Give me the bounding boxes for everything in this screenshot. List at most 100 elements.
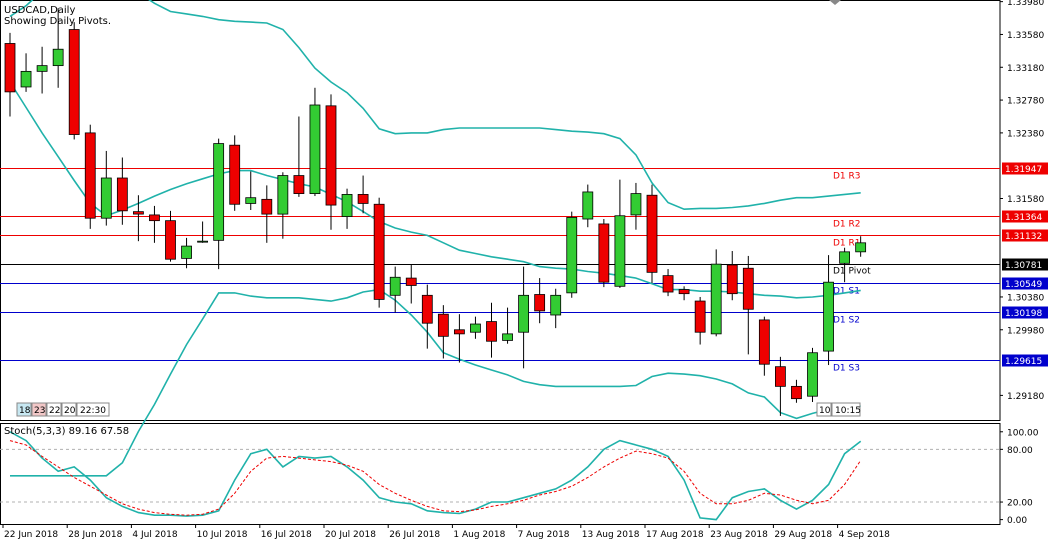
price-tag-box (1002, 354, 1048, 367)
price-tick-label: 1.29980 (1007, 326, 1044, 336)
chart-shift-icon[interactable] (829, 0, 841, 5)
candle-body (309, 104, 321, 194)
stoch-tick-label: 100.00 (1007, 428, 1039, 438)
candle (357, 175, 369, 214)
date-label: 22 Jun 2018 (4, 530, 58, 540)
candle-body (197, 240, 209, 243)
bollinger-lower (10, 288, 861, 477)
price-tag-box (1002, 277, 1048, 290)
date-label: 7 Aug 2018 (518, 530, 570, 540)
time-tag-box (831, 402, 861, 417)
candle (68, 22, 80, 140)
candle-body (36, 65, 48, 72)
stoch-tick-label: 80.00 (1007, 446, 1033, 456)
candle-body (502, 333, 513, 341)
candle-body (341, 194, 353, 217)
date-label: 26 Jul 2018 (389, 530, 440, 540)
candle (4, 32, 16, 117)
price-tag: 1.31364 (1005, 213, 1042, 223)
candle-body (68, 29, 80, 135)
time-tag: 10:15 (835, 406, 861, 416)
candle (453, 314, 465, 363)
candle (132, 195, 144, 242)
candle (309, 87, 321, 197)
date-label: 28 Jun 2018 (68, 530, 122, 540)
price-tick-label: 1.29180 (1007, 392, 1044, 402)
bollinger-bands (9, 0, 861, 477)
price-tag-box (1002, 210, 1048, 223)
candle (325, 94, 337, 230)
date-label: 1 Aug 2018 (453, 530, 505, 540)
candle-body (550, 294, 562, 316)
stochastic-oscillator (0, 431, 1000, 521)
candle-body (181, 245, 192, 259)
price-tick-label: 1.30380 (1007, 293, 1044, 303)
candle (662, 269, 674, 297)
pivot-label: D1 R3 (833, 172, 861, 182)
pivot-label: D1 S2 (833, 316, 860, 326)
candle-body (758, 319, 770, 365)
candle (566, 211, 578, 298)
candle (293, 116, 305, 197)
stoch-pane-border (0, 423, 1001, 525)
price-tag: 1.31132 (1005, 232, 1042, 242)
candle-body (614, 215, 626, 287)
time-tag: 18: (19, 406, 33, 416)
chart-symbol: USDCAD,Daily (4, 5, 75, 16)
price-tag: 1.30198 (1005, 309, 1042, 319)
date-label: 4 Jul 2018 (132, 530, 177, 540)
pivot-levels: D1 R3 D1 R2 D1 R1 D1 Pivot D1 S1 D1 S2 D1 S3 (0, 168, 1000, 374)
time-tag: 10: (819, 406, 833, 416)
candle-body (486, 321, 497, 342)
candle-body (213, 143, 225, 241)
candle-body (678, 289, 690, 295)
candle (261, 185, 273, 243)
price-tick-label: 1.33980 (1007, 0, 1044, 8)
price-tick-label: 1.33180 (1007, 64, 1044, 74)
candle (437, 305, 449, 359)
candle (84, 124, 96, 229)
candle-body (421, 294, 433, 324)
candle-body (855, 242, 867, 253)
candle (389, 266, 401, 313)
price-tag: 1.29615 (1005, 357, 1042, 367)
date-label: 20 Jul 2018 (325, 530, 376, 540)
candle (710, 249, 722, 337)
price-tag: 1.30781 (1005, 261, 1042, 271)
candle-body (582, 191, 594, 220)
pivot-label: D1 Pivot (833, 267, 871, 277)
candle-body (534, 294, 546, 312)
price-tick-label: 1.31580 (1007, 195, 1044, 205)
candle (470, 316, 481, 339)
candle (614, 179, 626, 288)
candle-body (229, 144, 241, 205)
price-tag: 1.30549 (1005, 280, 1042, 290)
date-label: 10 Jul 2018 (197, 530, 248, 540)
candle (791, 379, 802, 403)
candle (277, 172, 289, 239)
candle-body (823, 281, 834, 352)
candle (855, 236, 867, 257)
candle-body (791, 385, 802, 400)
stoch-main-line (9, 431, 862, 521)
price-tag-box (1002, 306, 1048, 319)
candle-body (132, 211, 144, 215)
candle (165, 210, 176, 262)
candle-body (726, 264, 738, 295)
candle (486, 302, 497, 358)
candle-body (807, 352, 818, 397)
candle (758, 316, 770, 376)
candle-body (100, 177, 112, 219)
stoch-label: Stoch(5,3,3) 89.16 67.58 (4, 426, 129, 437)
time-tag: 20: (64, 406, 78, 416)
candle (421, 284, 433, 349)
candle (678, 286, 690, 301)
candle-body (4, 43, 16, 93)
main-pane-border (0, 0, 1001, 421)
candles (4, 8, 867, 416)
candle (341, 188, 353, 229)
time-tag-box (61, 402, 77, 417)
candle (839, 247, 850, 283)
candle-body (470, 323, 481, 333)
